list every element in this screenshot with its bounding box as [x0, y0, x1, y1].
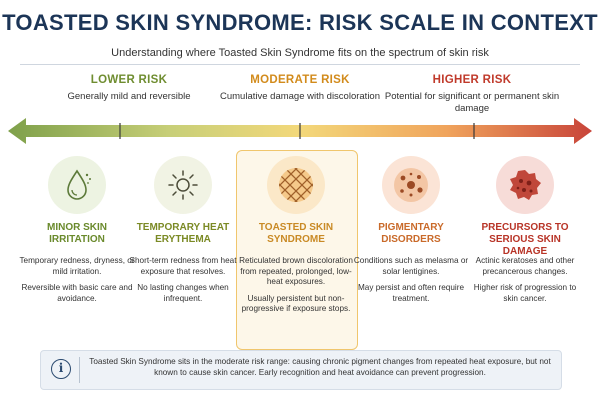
condition-body: Temporary redness, dryness, or mild irri… [18, 256, 136, 304]
condition-toasted-skin-syndrome: TOASTED SKIN SYNDROME Reticulated brown … [237, 156, 355, 321]
risk-level-description: Generally mild and reversible [67, 91, 191, 102]
condition-body: Actinic keratoses and other precancerous… [466, 256, 584, 304]
risk-level-label: LOWER RISK [90, 74, 168, 86]
risk-level-label: MODERATE RISK [250, 74, 350, 86]
condition-text: Temporary redness, dryness, or mild irri… [19, 256, 135, 276]
risk-level-higher: HIGHER RISK Potential for significant or… [382, 74, 562, 115]
condition-text: Usually persistent but non-progressive i… [241, 293, 351, 314]
condition-body: Conditions such as melasma or solar lent… [352, 256, 470, 304]
droplet-icon [48, 156, 106, 214]
condition-body: Short-term redness from heat exposure th… [124, 256, 242, 304]
risk-level-moderate: MODERATE RISK Cumulative damage with dis… [210, 74, 390, 103]
page-subtitle: Understanding where Toasted Skin Syndrom… [111, 47, 489, 59]
condition-minor-skin-irritation: MINOR SKIN IRRITATION Temporary redness,… [18, 156, 136, 310]
condition-body: Reticulated brown discoloration from rep… [237, 256, 355, 315]
condition-text: Reticulated brown discoloration from rep… [239, 256, 353, 286]
risk-level-description: Potential for significant or permanent s… [384, 91, 560, 114]
condition-text: No lasting changes when infrequent. [137, 283, 229, 303]
lesion-icon [496, 156, 554, 214]
condition-text: Conditions such as melasma or solar lent… [353, 256, 469, 276]
risk-scale-arrow [8, 118, 592, 144]
condition-name: TEMPORARY HEAT ERYTHEMA [136, 222, 230, 245]
info-icon: i [51, 359, 71, 379]
condition-text: Actinic keratoses and other precancerous… [475, 256, 575, 276]
pigment-spots-icon [382, 156, 440, 214]
sun-icon [154, 156, 212, 214]
risk-level-description: Cumulative damage with discoloration [220, 91, 380, 102]
condition-name: TOASTED SKIN SYNDROME [258, 222, 334, 245]
page-title: TOASTED SKIN SYNDROME: RISK SCALE IN CON… [2, 10, 598, 35]
risk-level-label: HIGHER RISK [432, 74, 512, 86]
condition-precursors-serious-damage: PRECURSORS TO SERIOUS SKIN DAMAGE Actini… [466, 156, 584, 310]
condition-pigmentary-disorders: PIGMENTARY DISORDERS Conditions such as … [352, 156, 470, 310]
condition-text: May persist and often require treatment. [357, 283, 465, 303]
header-divider [20, 64, 580, 65]
condition-text: Short-term redness from heat exposure th… [129, 256, 237, 276]
condition-text: Higher risk of progression to skin cance… [473, 283, 577, 303]
info-note: i Toasted Skin Syndrome sits in the mode… [40, 350, 562, 390]
condition-name: PIGMENTARY DISORDERS [378, 222, 444, 245]
note-divider [79, 357, 80, 383]
note-text: Toasted Skin Syndrome sits in the modera… [89, 357, 551, 377]
risk-level-lower: LOWER RISK Generally mild and reversible [39, 74, 219, 103]
condition-name: PRECURSORS TO SERIOUS SKIN DAMAGE [481, 222, 569, 257]
condition-name: MINOR SKIN IRRITATION [47, 222, 107, 245]
condition-text: Reversible with basic care and avoidance… [21, 283, 133, 303]
reticular-pattern-icon [267, 156, 325, 214]
condition-temporary-heat-erythema: TEMPORARY HEAT ERYTHEMA Short-term redne… [124, 156, 242, 310]
